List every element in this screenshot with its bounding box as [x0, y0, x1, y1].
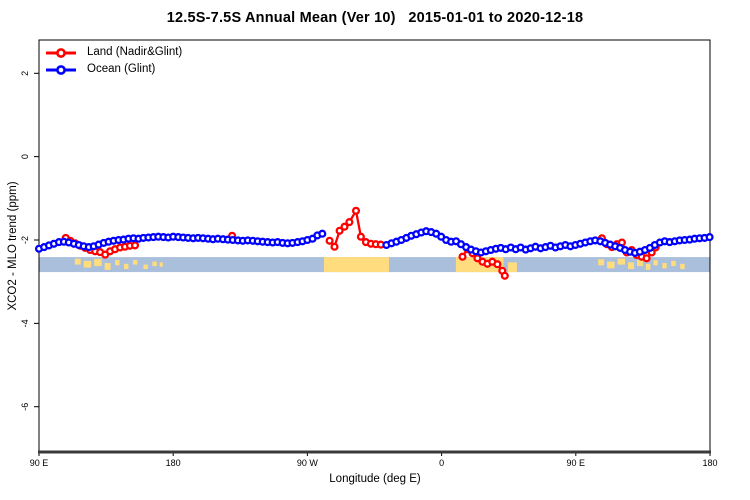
legend-label-land: Land (Nadir&Glint) — [87, 46, 183, 58]
ocean-series-point — [318, 229, 327, 238]
map-strip-land-patch — [662, 263, 667, 269]
legend-label-ocean: Ocean (Glint) — [87, 63, 156, 75]
map-strip-land-patch — [104, 263, 111, 270]
land-series-point — [493, 260, 502, 269]
map-strip-land-patch — [653, 260, 658, 266]
ocean-series-point — [705, 233, 714, 242]
map-strip-land-patch — [598, 259, 605, 266]
x-tick-label: 90 W — [297, 458, 319, 468]
map-strip-land-patch — [680, 263, 685, 270]
land-series-point — [356, 232, 365, 241]
map-strip-land-patch — [507, 262, 517, 273]
y-tick-label: -6 — [20, 403, 30, 411]
legend-item-land: Land (Nadir&Glint) — [44, 44, 182, 61]
x-tick-label: 0 — [439, 458, 444, 468]
map-strip-land-patch — [74, 258, 81, 265]
x-axis-title: Longitude (deg E) — [329, 473, 421, 485]
map-strip-land-patch — [159, 262, 163, 267]
land-series-point — [335, 226, 344, 235]
ocean-series-swatch-icon — [46, 64, 76, 75]
land-series-point — [458, 252, 467, 261]
land-series-point — [345, 218, 354, 227]
x-tick-label: 180 — [702, 458, 717, 468]
map-strip-land-patch — [143, 264, 148, 270]
land-series-point — [351, 206, 361, 215]
y-tick-label: -2 — [20, 236, 30, 244]
map-strip-land-patch — [83, 260, 92, 268]
legend-item-ocean: Ocean (Glint) — [44, 61, 182, 78]
map-strip-land-patch — [645, 263, 651, 270]
y-tick-label: 2 — [20, 71, 30, 76]
land-series-point — [642, 254, 651, 263]
land-series-point — [330, 242, 339, 251]
map-strip-land-patch — [671, 260, 676, 267]
y-tick-label: -4 — [20, 319, 30, 327]
map-strip-land-patch — [617, 258, 626, 265]
land-series-point — [325, 236, 334, 245]
land-series-point — [500, 271, 509, 280]
x-tick-label: 90 E — [30, 458, 49, 468]
land-series-point — [340, 222, 349, 231]
map-strip-land-patch — [132, 260, 138, 265]
y-axis-title: XCO2 - MLO trend (ppm) — [7, 181, 19, 311]
x-tick-label: 90 E — [567, 458, 586, 468]
y-tick-label: 0 — [20, 154, 30, 159]
map-strip-land-patch — [627, 262, 634, 270]
map-strip-land-patch — [323, 257, 389, 273]
land-series-point — [130, 241, 140, 250]
map-strip-land-patch — [123, 263, 129, 270]
chart-title: 12.5S-7.5S Annual Mean (Ver 10) 2015-01-… — [166, 10, 584, 26]
legend: Land (Nadir&Glint) Ocean (Glint) — [44, 44, 182, 78]
map-strip-land-patch — [152, 261, 157, 267]
land-series-swatch-icon — [46, 47, 76, 58]
map-strip-land-patch — [607, 261, 615, 269]
map-strip-land-patch — [115, 260, 120, 266]
map-strip-land-patch — [636, 260, 643, 267]
map-strip-land-patch — [94, 258, 102, 267]
x-tick-label: 180 — [166, 458, 181, 468]
